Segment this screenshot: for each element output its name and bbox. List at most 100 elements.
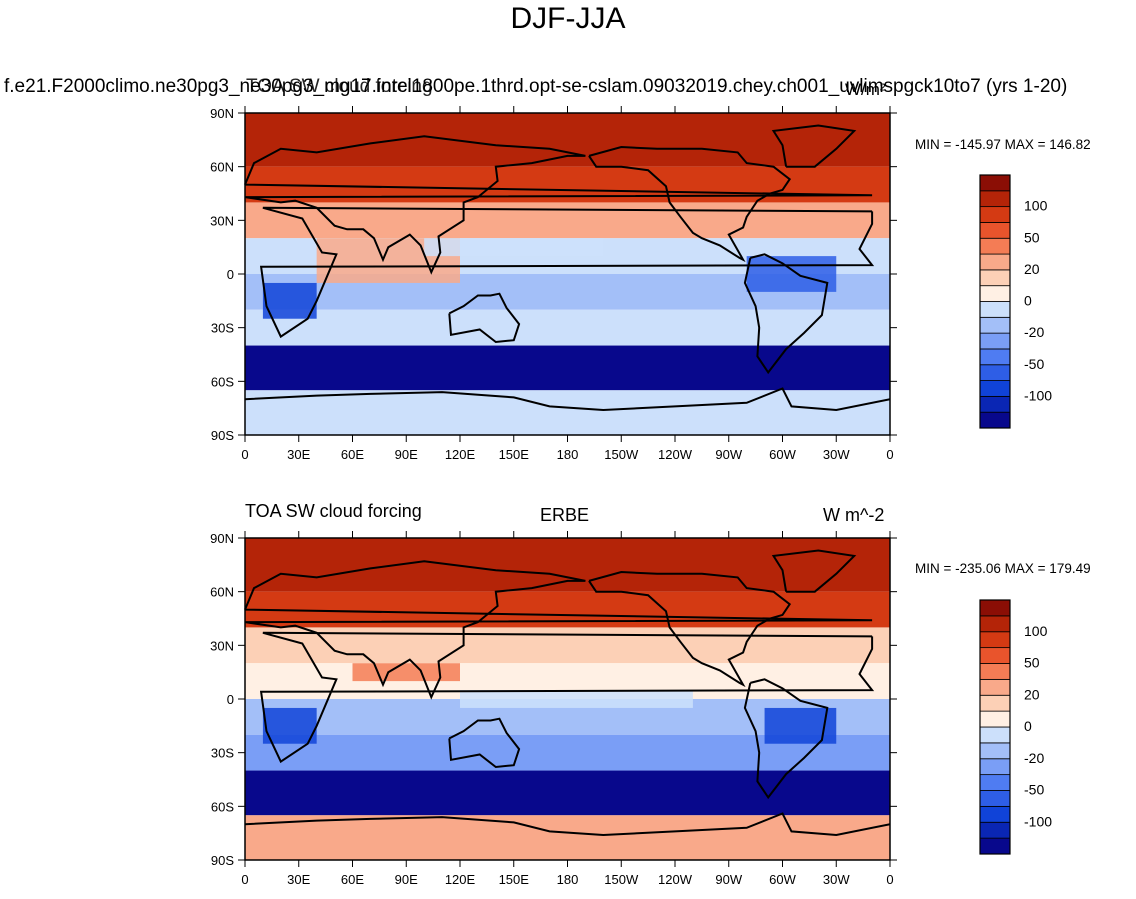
x-tick-label: 30E <box>287 872 310 887</box>
x-tick-label: 0 <box>886 872 893 887</box>
colorbar-label: 50 <box>1024 655 1040 671</box>
y-tick-label: 90N <box>210 531 234 546</box>
y-tick-label: 30N <box>210 638 234 653</box>
colorbar-label: 20 <box>1024 261 1040 277</box>
colorbar-segment <box>979 316 1011 334</box>
field-band-bottom-7 <box>245 815 890 860</box>
x-tick-label: 120W <box>658 872 693 887</box>
colorbar-segment <box>979 174 1011 192</box>
coastline-top-2 <box>448 292 521 344</box>
colorbar-segment <box>979 332 1011 350</box>
colorbar-label: 0 <box>1024 293 1032 309</box>
x-tick-label: 120E <box>445 872 476 887</box>
colorbar-label: -20 <box>1024 324 1044 340</box>
colorbar-segment <box>979 395 1011 413</box>
y-tick-label: 90S <box>211 853 234 868</box>
field-region-bottom-0 <box>352 663 460 682</box>
colorbar-label: -20 <box>1024 750 1044 766</box>
x-tick-label: 30E <box>287 447 310 462</box>
colorbar-label: 100 <box>1024 198 1048 214</box>
x-tick-label: 90E <box>395 447 418 462</box>
colorbar-frame-top <box>979 174 1011 429</box>
y-tick-label: 30N <box>210 213 234 228</box>
colorbar-segment <box>979 285 1011 302</box>
y-tick-label: 0 <box>227 692 234 707</box>
coastline-bottom-1 <box>244 560 873 700</box>
x-tick-label: 150W <box>604 872 639 887</box>
colorbar-segment <box>979 237 1011 255</box>
colorbar-segment <box>979 615 1011 633</box>
colorbar-segment <box>979 726 1011 744</box>
coastline-top-3 <box>588 145 792 263</box>
y-tick-label: 30S <box>211 746 234 761</box>
y-tick-label: 60N <box>210 160 234 175</box>
x-tick-label: 0 <box>241 447 248 462</box>
field-band-top-6 <box>245 345 890 391</box>
colorbar-segment <box>979 774 1011 791</box>
field-band-top-5 <box>245 309 890 346</box>
x-tick-label: 0 <box>241 872 248 887</box>
top-panel-case-title: f.e21.F2000climo.ne30pg3_ne30pg3_mg17.in… <box>4 76 1068 97</box>
colorbar-segment <box>979 190 1011 208</box>
x-tick-label: 120E <box>445 447 476 462</box>
x-tick-label: 0 <box>886 447 893 462</box>
colorbar-label: 100 <box>1024 623 1048 639</box>
coastline-top-0 <box>259 206 875 339</box>
x-tick-label: 90W <box>715 447 742 462</box>
colorbar-segment <box>979 758 1011 776</box>
figure-title: DJF-JJA <box>510 2 626 35</box>
coastline-bottom-0 <box>259 631 875 764</box>
x-tick-label: 60W <box>769 872 796 887</box>
colorbar-segment <box>979 253 1011 271</box>
colorbar-segment <box>979 364 1011 381</box>
bottom-panel-min-max: MIN = -235.06 MAX = 179.49 <box>915 561 1091 576</box>
coastline-bottom-5 <box>771 549 857 593</box>
x-tick-label: 150E <box>499 447 530 462</box>
colorbar-label: -100 <box>1024 813 1052 829</box>
coastline-bottom-4 <box>743 678 829 800</box>
top-panel-min-max: MIN = -145.97 MAX = 146.82 <box>915 137 1091 152</box>
colorbar-segment <box>979 742 1011 760</box>
colorbar-label: 0 <box>1024 718 1032 734</box>
colorbar-segment <box>979 678 1011 696</box>
field-region-top-1 <box>424 238 604 257</box>
colorbar-segment <box>979 694 1011 712</box>
colorbar-segment <box>979 837 1011 855</box>
coastline-top-4 <box>743 253 829 375</box>
coastline-top-1 <box>244 135 873 275</box>
colorbar-frame-bottom <box>979 599 1011 855</box>
x-tick-label: 150E <box>499 872 530 887</box>
x-tick-label: 150W <box>604 447 639 462</box>
colorbar-segment <box>979 222 1011 239</box>
field-region-top-2 <box>746 256 837 292</box>
colorbar-segment <box>979 269 1011 287</box>
x-tick-label: 120W <box>658 447 693 462</box>
colorbar-segment <box>979 805 1011 823</box>
colorbar-label: -50 <box>1024 782 1044 798</box>
y-tick-label: 0 <box>227 267 234 282</box>
field-region-top-3 <box>262 282 317 319</box>
colorbar-segment <box>979 411 1011 429</box>
field-band-top-0 <box>245 113 890 167</box>
bottom-panel-units: W m^-2 <box>823 505 885 525</box>
colorbar-segment <box>979 647 1011 664</box>
x-tick-label: 60W <box>769 447 796 462</box>
colorbar-segment <box>979 631 1011 649</box>
x-tick-label: 90W <box>715 872 742 887</box>
coastline-bottom-2 <box>448 717 521 769</box>
y-tick-label: 90S <box>211 428 234 443</box>
colorbar-segment <box>979 380 1011 397</box>
field-band-bottom-6 <box>245 770 890 816</box>
y-tick-label: 60S <box>211 374 234 389</box>
colorbar-segment <box>979 710 1011 728</box>
field-band-top-7 <box>245 390 890 435</box>
x-tick-label: 60E <box>341 872 364 887</box>
coastline-top-6 <box>244 387 891 412</box>
x-tick-label: 60E <box>341 447 364 462</box>
y-tick-label: 60S <box>211 799 234 814</box>
colorbar-label: -50 <box>1024 356 1044 372</box>
colorbar-segment <box>979 301 1011 318</box>
coastline-bottom-3 <box>588 570 792 688</box>
x-tick-label: 180 <box>557 447 579 462</box>
x-tick-label: 90E <box>395 872 418 887</box>
